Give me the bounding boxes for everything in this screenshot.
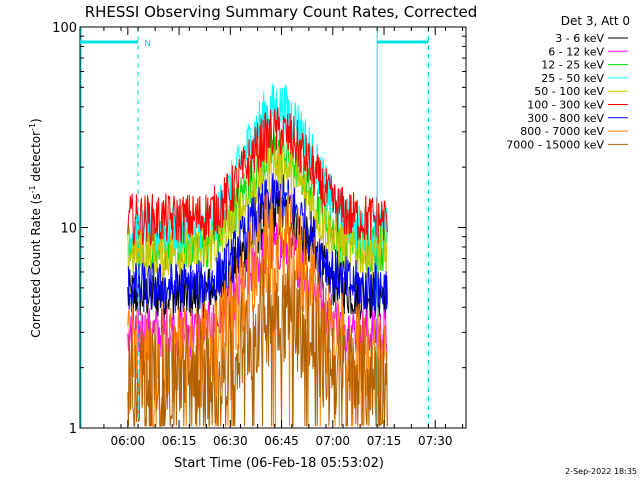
x-tick-label: 07:30: [418, 434, 453, 448]
legend-label: 100 - 300 keV: [527, 99, 604, 112]
legend-header: Det 3, Att 0: [561, 14, 630, 28]
legend-label: 7000 - 15000 keV: [506, 138, 604, 151]
axes: 06:00 06:15 06:30 06:45 07:00 07:15 07:30 1 10 10…: [52, 21, 466, 448]
x-tick-label: 06:00: [111, 434, 146, 448]
night-label: N: [144, 39, 151, 49]
y-tick-label: 1: [69, 422, 77, 437]
legend-label: 6 - 12 keV: [548, 45, 604, 58]
chart-title: RHESSI Observing Summary Count Rates, Co…: [85, 3, 478, 21]
x-tick-label: 06:30: [213, 434, 248, 448]
series-line-5: [127, 107, 388, 246]
legend-label: 3 - 6 keV: [555, 32, 604, 45]
y-axis-label: Corrected Count Rate (s-1 detector-1): [28, 118, 43, 337]
legend-label: 800 - 7000 keV: [520, 125, 604, 138]
legend-label: 12 - 25 keV: [541, 59, 604, 72]
legend-label: 25 - 50 keV: [541, 72, 604, 85]
generation-timestamp: 2-Sep-2022 18:35: [565, 467, 637, 476]
data-layer: [127, 84, 388, 427]
legend-label: 300 - 800 keV: [527, 112, 604, 125]
legend-label: 50 - 100 keV: [534, 85, 604, 98]
x-tick-label: 07:15: [367, 434, 402, 448]
x-axis-label: Start Time (06-Feb-18 05:53:02): [174, 456, 384, 471]
x-tick-label: 06:45: [264, 434, 299, 448]
x-tick-label: 07:00: [315, 434, 350, 448]
y-tick-label: 100: [52, 21, 77, 36]
series-line-7: [127, 187, 388, 427]
y-tick-label: 10: [60, 222, 77, 237]
x-tick-label: 06:15: [162, 434, 197, 448]
series-line-4: [127, 141, 388, 279]
series-line-8: [127, 259, 388, 427]
